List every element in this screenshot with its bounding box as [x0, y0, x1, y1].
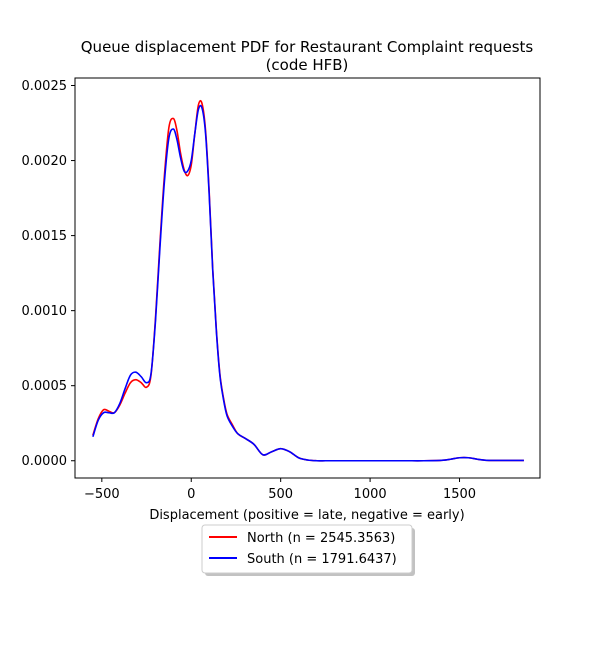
plot-lines — [92, 99, 524, 462]
y-tick-label: 0.0010 — [22, 304, 68, 319]
y-tick-label: 0.0015 — [22, 229, 68, 244]
series-line-south — [92, 104, 524, 462]
x-tick-label: 1500 — [443, 487, 476, 502]
x-tick-label: 0 — [187, 487, 195, 502]
x-axis-ticks: −500 0 500 1000 1500 — [84, 478, 476, 502]
legend: North (n = 2545.3563) South (n = 1791.64… — [201, 524, 415, 576]
chart-title-line1: Queue displacement PDF for Restaurant Co… — [81, 38, 534, 56]
y-tick-label: 0.0005 — [22, 379, 68, 394]
y-tick-label: 0.0025 — [22, 79, 68, 94]
chart-title-line2: (code HFB) — [266, 56, 349, 74]
y-axis-ticks: 0.0000 0.0005 0.0010 0.0015 0.0020 0.0025 — [22, 79, 75, 469]
x-tick-label: 1000 — [354, 487, 387, 502]
legend-box — [201, 524, 413, 574]
legend-label-south: South (n = 1791.6437) — [247, 552, 397, 567]
y-tick-label: 0.0000 — [22, 454, 68, 469]
y-tick-label: 0.0020 — [22, 154, 68, 169]
x-tick-label: −500 — [84, 487, 120, 502]
x-axis-label: Displacement (positive = late, negative … — [149, 508, 464, 523]
x-tick-label: 500 — [268, 487, 293, 502]
legend-label-north: North (n = 2545.3563) — [247, 531, 395, 546]
plot-frame — [74, 77, 541, 479]
